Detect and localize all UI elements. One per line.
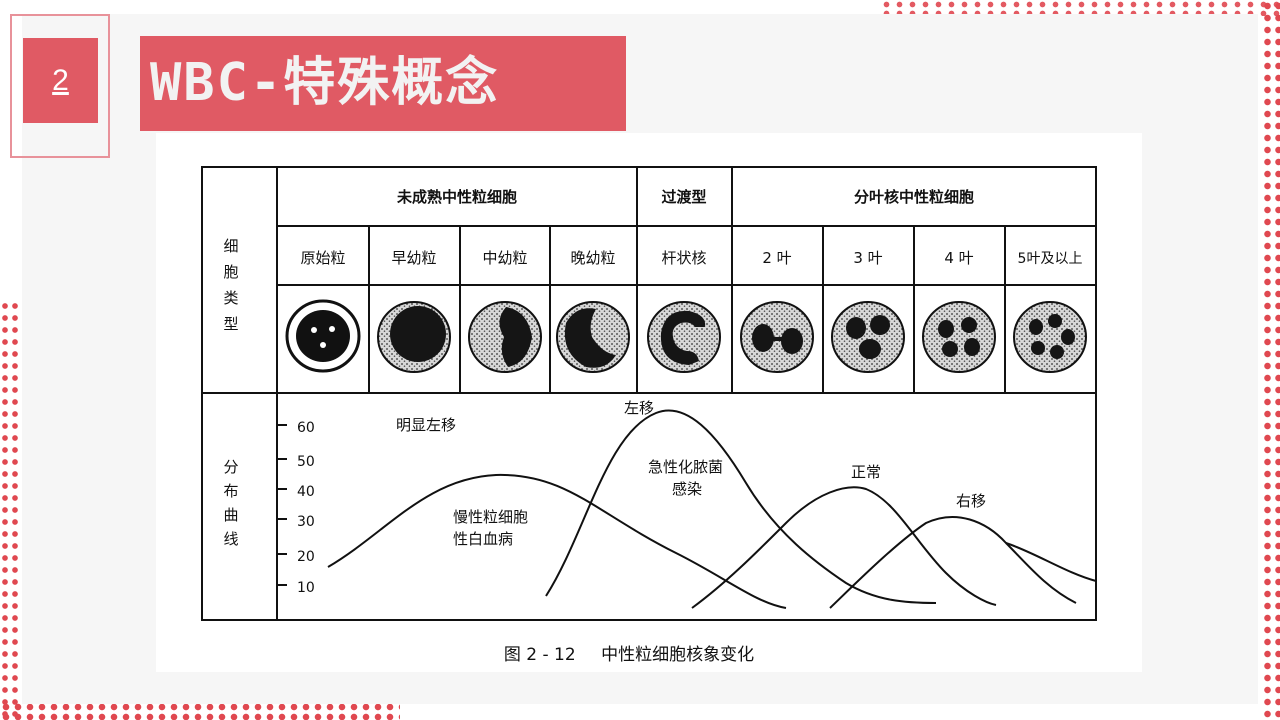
row-label-distribution-curve: 分布曲线	[223, 458, 238, 548]
annotation-infection-line2: 感染	[672, 480, 702, 498]
cell-name-myeloblast: 原始粒	[300, 249, 345, 267]
cell-drawing-myeloblast	[285, 299, 361, 373]
slide-title: WBC-特殊概念	[140, 36, 626, 131]
cell-name-metamyelocyte: 晚幼粒	[570, 249, 615, 267]
y-tick-40: 40	[297, 484, 315, 500]
cell-drawing-3-lobe	[831, 301, 905, 373]
row-label-cell-type: 细胞类型	[223, 237, 238, 333]
y-tick-20: 20	[297, 549, 315, 565]
header-immature: 未成熟中性粒细胞	[396, 188, 517, 206]
cell-name-myelocyte: 中幼粒	[482, 249, 527, 267]
cell-name-promyelocyte: 早幼粒	[391, 249, 436, 267]
curve-right-shift	[829, 515, 1077, 609]
annotation-infection-line1: 急性化脓菌	[648, 458, 723, 476]
decorative-dots-bottom	[0, 702, 400, 720]
curve-acute-infection	[545, 409, 937, 604]
figure-caption: 图 2 - 12 中性粒细胞核象变化	[156, 640, 1142, 665]
table-grid	[201, 166, 1097, 621]
cell-name-4-lobe: 4 叶	[944, 249, 973, 267]
y-tick-30: 30	[297, 514, 315, 530]
cell-name-3-lobe: 3 叶	[853, 249, 882, 267]
header-transitional: 过渡型	[661, 188, 706, 206]
cell-name-band: 杆状核	[661, 249, 706, 267]
annotation-left-shift: 左移	[624, 399, 654, 417]
figure-table: 未成熟中性粒细胞 过渡型 分叶核中性粒细胞 细胞类型 分布曲线 原始粒 早幼粒 …	[201, 166, 1097, 621]
cell-drawing-myelocyte	[468, 301, 542, 373]
y-tick-60: 60	[297, 420, 315, 436]
y-axis-ticks	[277, 424, 287, 586]
slide-number: 2	[23, 38, 98, 123]
decorative-dots-left	[0, 300, 18, 720]
annotation-marked-left-shift: 明显左移	[396, 416, 456, 434]
cell-drawing-metamyelocyte	[556, 301, 630, 373]
caption-number: 图 2 - 12	[503, 645, 576, 665]
annotation-normal: 正常	[851, 463, 881, 481]
curve-normal	[691, 486, 997, 609]
annotation-cml-line1: 慢性粒细胞	[453, 508, 528, 526]
header-segmented: 分叶核中性粒细胞	[854, 188, 974, 206]
cell-drawing-4-lobe	[922, 301, 996, 373]
curve-right-shift-tail	[1005, 542, 1097, 582]
cell-name-5-plus-lobe: 5叶及以上	[1018, 251, 1083, 267]
neutrophil-nuclear-shift-figure: 未成熟中性粒细胞 过渡型 分叶核中性粒细胞 细胞类型 分布曲线 原始粒 早幼粒 …	[156, 133, 1142, 672]
annotation-right-shift: 右移	[956, 492, 986, 510]
cell-drawing-band	[647, 301, 721, 373]
curve-chronic-myeloid-leukemia	[327, 473, 787, 609]
y-tick-10: 10	[297, 580, 315, 596]
slide-number-frame	[10, 14, 110, 158]
y-tick-50: 50	[297, 454, 315, 470]
decorative-dots-right	[1262, 0, 1280, 720]
cell-drawing-2-lobe	[740, 301, 814, 373]
cell-drawing-promyelocyte	[377, 301, 451, 373]
cell-name-2-lobe: 2 叶	[762, 249, 791, 267]
decorative-dots-top	[880, 0, 1280, 16]
caption-text: 中性粒细胞核象变化	[601, 645, 755, 665]
annotation-cml-line2: 性白血病	[453, 530, 513, 548]
cell-drawing-5-plus-lobe	[1013, 301, 1087, 373]
